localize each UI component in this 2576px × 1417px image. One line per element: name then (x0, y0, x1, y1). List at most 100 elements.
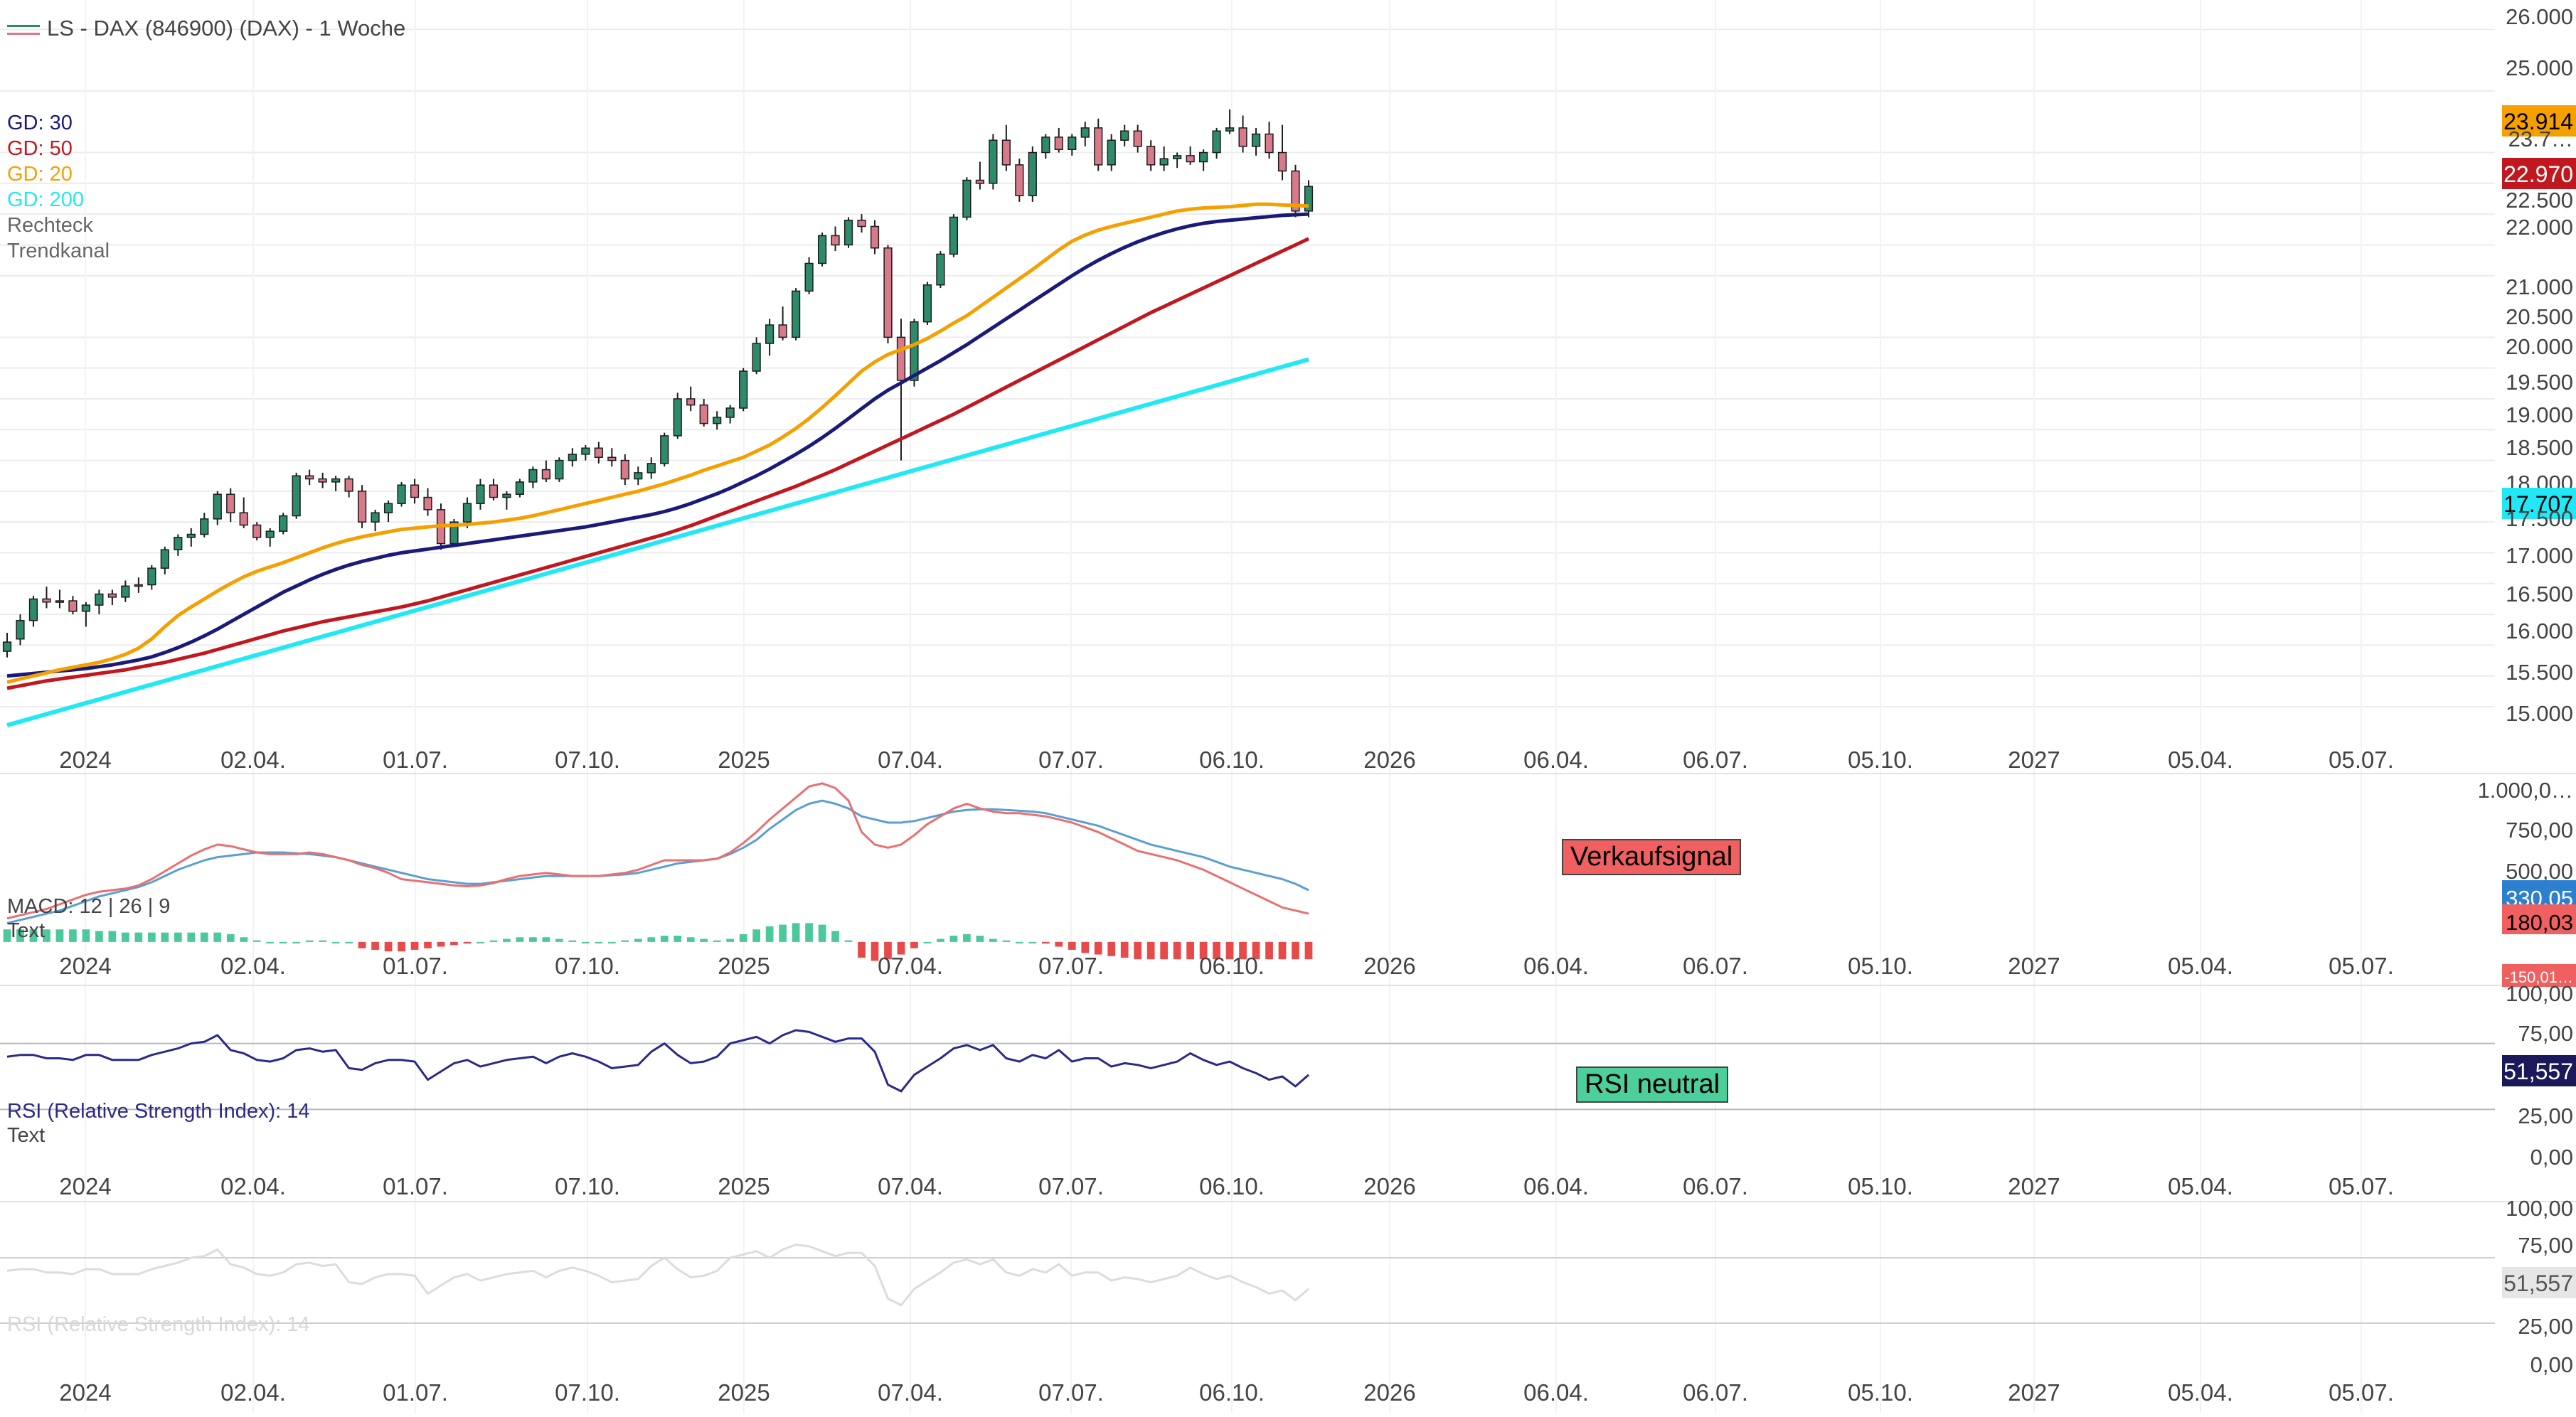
x-tick-label: 2027 (2008, 1379, 2060, 1406)
candle-body (896, 336, 906, 381)
candle-body (791, 290, 801, 338)
candle-body (462, 503, 472, 523)
candle-body (1041, 137, 1050, 154)
macd-line (6, 782, 1309, 920)
candle-body (2, 641, 12, 652)
macd-marker-box (2502, 964, 2576, 987)
macd-histogram-bar (700, 939, 708, 942)
macd-histogram-bar (923, 941, 932, 943)
candle-body (383, 503, 393, 513)
candle-body (686, 398, 696, 406)
candle-body (1094, 127, 1103, 166)
macd-histogram-bar (516, 937, 524, 942)
price-axis-label: 17.000 (2506, 543, 2573, 568)
macd-histogram-bar (122, 932, 129, 942)
rsi-text: Text (7, 1124, 45, 1147)
candle-body (134, 584, 143, 587)
candle-body (1159, 158, 1169, 166)
rsi2-axis-label: 100,00 (2506, 1196, 2573, 1221)
candle-body (186, 533, 196, 538)
macd-histogram-bar (713, 940, 721, 942)
candle-body (1304, 186, 1314, 212)
candle-body (1028, 151, 1037, 196)
legend-item-0: GD: 30 (7, 112, 73, 134)
candle-body (239, 512, 248, 526)
x-tick-label: 05.04. (2168, 1379, 2233, 1406)
candle-body (410, 484, 420, 498)
rsi-axis-label: 100,00 (2506, 981, 2573, 1006)
x-tick-label: 06.07. (1683, 953, 1748, 979)
rsi2-marker-box (2502, 1267, 2576, 1298)
macd-histogram-bar (134, 932, 143, 942)
x-tick-label: 07.07. (1038, 1379, 1104, 1406)
candle-body (357, 491, 367, 523)
candle-body (568, 454, 577, 461)
macd-histogram-bar (174, 932, 182, 942)
price-axis-label: 16.000 (2506, 619, 2573, 643)
price-axis-label: 22.970 (2503, 161, 2573, 187)
candle-body (528, 469, 538, 483)
price-axis-label: 21.000 (2506, 274, 2573, 299)
macd-histogram-bar (331, 941, 340, 943)
macd-histogram-bar (1265, 941, 1273, 960)
legend-item-5: Trendkanal (7, 240, 110, 262)
macd-histogram-bar (147, 932, 156, 942)
macd-marker-box (2502, 904, 2576, 934)
candle-body (594, 447, 603, 459)
candle-body (910, 321, 919, 381)
macd-histogram-bar (621, 940, 629, 942)
price-marker-box (2502, 158, 2576, 189)
data-layer (2, 109, 1314, 1307)
macd-histogram-bar (1094, 941, 1102, 955)
macd-histogram-bar (226, 934, 235, 942)
x-tick-label: 06.07. (1683, 1173, 1748, 1199)
macd-axis-label: 180,03 (2506, 910, 2573, 935)
candle-body (1238, 127, 1247, 147)
macd-histogram-bar (1134, 941, 1142, 960)
x-tick-label: 2026 (1363, 747, 1415, 773)
gd50-line (6, 237, 1310, 690)
x-tick-label: 07.04. (878, 747, 943, 773)
macd-histogram-bar (1028, 941, 1037, 943)
candle-body (397, 484, 406, 504)
macd-histogram-bar (1304, 941, 1313, 960)
macd-histogram-bar (55, 929, 64, 942)
macd-histogram-bar (976, 936, 984, 942)
rsi-axis-label: 51,557 (2503, 1059, 2573, 1084)
candle-body (857, 220, 866, 228)
candle-body (936, 253, 945, 286)
macd-histogram-bar (752, 929, 760, 942)
x-tick-label: 07.04. (878, 953, 943, 979)
macd-axis-label: 750,00 (2506, 818, 2573, 843)
x-tick-label: 2027 (2008, 1173, 2060, 1199)
candle-body (318, 478, 327, 483)
macd-histogram-bar (792, 923, 800, 942)
candle-body (1225, 127, 1235, 132)
macd-histogram-bar (1186, 941, 1194, 960)
macd-histogram-bar (818, 924, 826, 942)
candle-body (16, 620, 25, 640)
rsi2-axis-label: 25,00 (2518, 1314, 2573, 1339)
macd-histogram-bar (858, 941, 866, 958)
price-axis-label: 17.500 (2506, 506, 2573, 531)
x-tick-label: 01.07. (383, 1379, 448, 1406)
macd-histogram-bar (607, 941, 616, 943)
macd-histogram-bar (1041, 941, 1050, 944)
candle-body (1212, 130, 1221, 154)
x-tick-label: 2026 (1363, 953, 1415, 979)
price-axis-label: 19.500 (2506, 370, 2573, 395)
x-tick-label: 2024 (59, 1173, 111, 1199)
macd-axis-label: 500,00 (2506, 859, 2573, 884)
price-axis-label: 22.000 (2506, 215, 2573, 240)
macd-histogram-bar (739, 934, 747, 942)
candle-body (1146, 146, 1156, 166)
macd-histogram-bar (371, 941, 379, 950)
rsi-axis-label: 0,00 (2530, 1145, 2573, 1170)
macd-histogram-bar (69, 929, 77, 942)
macd-text: Text (7, 919, 45, 942)
price-axis-label: 26.000 (2506, 4, 2573, 29)
x-tick-label: 07.10. (555, 1379, 620, 1406)
x-tick-label: 01.07. (383, 747, 448, 773)
candle-body (1291, 170, 1300, 212)
price-axis-label: 20.500 (2506, 304, 2573, 329)
